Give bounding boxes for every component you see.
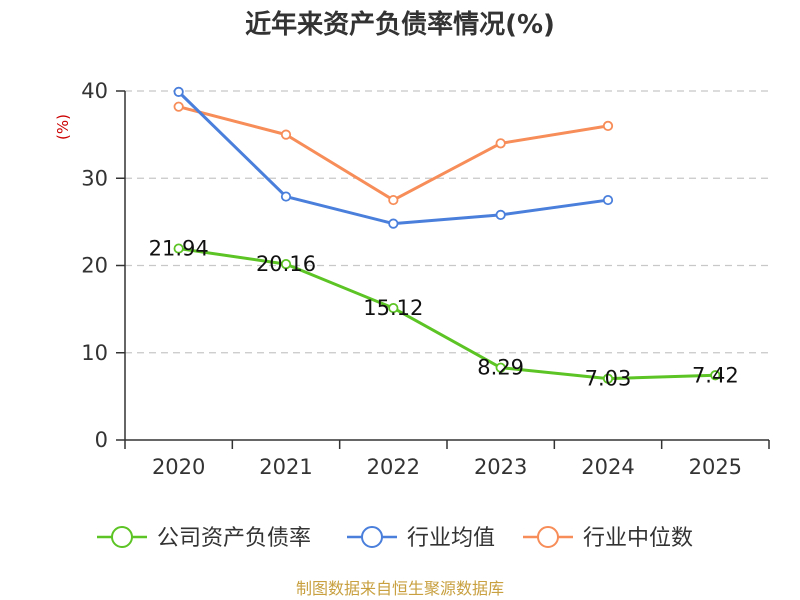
series-0-point-2023 [495, 362, 506, 373]
series-1-point-2023 [495, 209, 506, 220]
x-tick-label-2022: 2022 [367, 455, 420, 479]
y-tick-label-30: 30 [81, 166, 108, 190]
legend-label-1: 行业均值 [407, 526, 495, 551]
source-footer: 制图数据来自恒生聚源数据库 [296, 579, 504, 598]
series-0-point-2025 [710, 370, 721, 381]
data-label-2020: 21.94 [149, 237, 209, 261]
series-0-point-2021 [280, 259, 292, 270]
series-2-point-2024 [602, 120, 614, 132]
data-label-2022: 15.12 [363, 296, 423, 320]
x-tick-label-2024: 2024 [581, 455, 634, 479]
series-2-point-2022 [388, 194, 399, 206]
legend-item-1: 行业均值 [347, 526, 495, 551]
legend: 公司资产负债率 行业均值 行业中位数 [97, 526, 693, 551]
y-axis-unit-label: (%) [54, 114, 72, 140]
y-tick-label-10: 10 [81, 341, 108, 365]
x-tick-label-2025: 2025 [689, 455, 742, 479]
x-tick-label-2021: 2021 [259, 455, 312, 479]
series-1-point-2020 [173, 86, 184, 97]
y-tick-label-40: 40 [81, 79, 108, 103]
x-tick-label-2023: 2023 [474, 455, 527, 479]
data-label-2024: 7.03 [585, 367, 632, 391]
chart-title: 近年来资产负债率情况(%) [245, 9, 555, 40]
legend-item-0: 公司资产负债率 [97, 526, 311, 551]
series-2-point-2021 [280, 129, 292, 140]
series-1-point-2022 [388, 218, 399, 229]
series-1-point-2024 [602, 194, 614, 206]
series-0-point-2022 [388, 302, 399, 314]
legend-label-2: 行业中位数 [583, 526, 693, 551]
axes: 0 10 20 30 40 2020 2021 2022 2023 2024 2025 [81, 79, 770, 479]
grid-lines [125, 90, 769, 354]
series-0-point-2020 [173, 243, 184, 254]
y-tick-label-20: 20 [81, 254, 108, 278]
series-2-point-2020 [173, 101, 184, 112]
series-layer [173, 86, 721, 384]
y-tick-label-0: 0 [95, 428, 108, 452]
data-label-2025: 7.42 [692, 363, 739, 387]
data-label-2023: 8.29 [477, 356, 524, 380]
series-1 [173, 86, 614, 229]
series-2 [173, 101, 614, 206]
series-1-point-2021 [280, 191, 292, 202]
series-0 [173, 243, 721, 384]
x-tick-label-2020: 2020 [152, 455, 205, 479]
legend-label-0: 公司资产负债率 [157, 526, 311, 551]
series-0-point-2024 [602, 373, 614, 384]
data-labels: 21.94 20.16 15.12 8.29 7.03 7.42 [149, 237, 739, 391]
series-2-point-2023 [495, 138, 506, 149]
legend-swatch-marker-2 [537, 526, 559, 548]
legend-swatch-marker-0 [111, 526, 133, 548]
legend-item-2: 行业中位数 [523, 526, 693, 551]
legend-swatch-marker-1 [361, 526, 383, 548]
data-label-2021: 20.16 [256, 252, 316, 276]
series-line-0 [177, 247, 717, 381]
